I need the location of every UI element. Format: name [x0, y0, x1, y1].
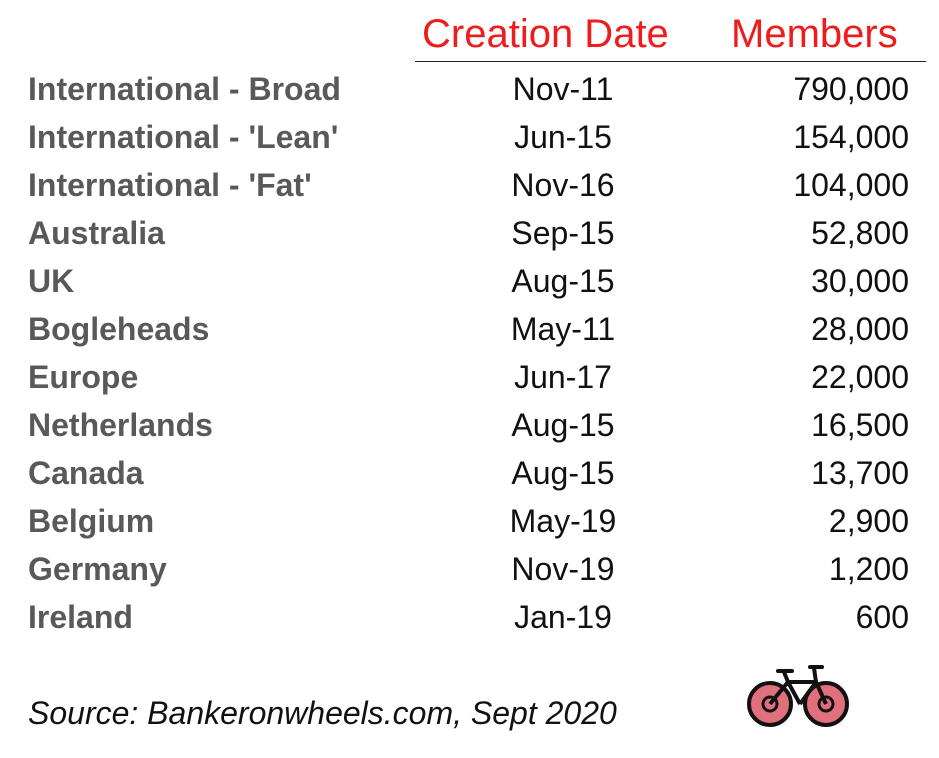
creation-date-header: Creation Date	[422, 12, 669, 56]
member-count: 28,000	[811, 311, 909, 347]
table-row: International - Broad Nov-11 790,000	[0, 68, 939, 116]
creation-date: Aug-15	[511, 263, 615, 299]
table-row: International - 'Lean' Jun-15 154,000	[0, 116, 939, 164]
source-caption: Source: Bankeronwheels.com, Sept 2020	[28, 695, 617, 731]
member-count: 790,000	[793, 71, 909, 107]
table-row: Europe Jun-17 22,000	[0, 356, 939, 404]
group-name: International - 'Fat'	[28, 167, 312, 203]
table-row: Bogleheads May-11 28,000	[0, 308, 939, 356]
table-row: Belgium May-19 2,900	[0, 500, 939, 548]
group-name: Ireland	[28, 599, 133, 635]
creation-date: Sep-15	[511, 215, 615, 251]
group-name: Europe	[28, 359, 139, 395]
group-name: Belgium	[28, 503, 155, 539]
creation-date: Nov-11	[512, 71, 614, 107]
creation-date: Jan-19	[514, 599, 612, 635]
group-name: Bogleheads	[28, 311, 210, 347]
table-row: Germany Nov-19 1,200	[0, 548, 939, 596]
creation-date: Jun-17	[514, 359, 612, 395]
group-name: International - Broad	[28, 71, 341, 107]
group-name: Canada	[28, 455, 144, 491]
header-divider	[415, 61, 926, 62]
creation-date: Nov-19	[511, 551, 615, 587]
creation-date: Aug-15	[511, 455, 615, 491]
table-row: Canada Aug-15 13,700	[0, 452, 939, 500]
creation-date: May-19	[509, 503, 617, 539]
member-count: 13,700	[811, 455, 909, 491]
group-name: Australia	[28, 215, 165, 251]
creation-date: Aug-15	[511, 407, 615, 443]
table-row: Australia Sep-15 52,800	[0, 212, 939, 260]
members-header: Members	[731, 12, 898, 56]
creation-date: May-11	[510, 311, 616, 347]
group-name: Germany	[28, 551, 167, 587]
groups-table: International - Broad Nov-11 790,000 Int…	[0, 68, 939, 644]
group-name: UK	[28, 263, 75, 299]
bicycle-icon	[747, 665, 849, 727]
creation-date: Nov-16	[511, 167, 615, 203]
table-row: Netherlands Aug-15 16,500	[0, 404, 939, 452]
table-row: Ireland Jan-19 600	[0, 596, 939, 644]
member-count: 52,800	[811, 215, 909, 251]
table-row: International - 'Fat' Nov-16 104,000	[0, 164, 939, 212]
member-count: 154,000	[793, 119, 909, 155]
member-count: 2,900	[828, 503, 909, 539]
member-count: 104,000	[793, 167, 909, 203]
group-name: International - 'Lean'	[28, 119, 339, 155]
member-count: 30,000	[811, 263, 909, 299]
group-name: Netherlands	[28, 407, 213, 443]
member-count: 16,500	[811, 407, 909, 443]
creation-date: Jun-15	[514, 119, 612, 155]
member-count: 1,200	[828, 551, 909, 587]
member-count: 22,000	[811, 359, 909, 395]
table-row: UK Aug-15 30,000	[0, 260, 939, 308]
member-count: 600	[855, 599, 909, 635]
